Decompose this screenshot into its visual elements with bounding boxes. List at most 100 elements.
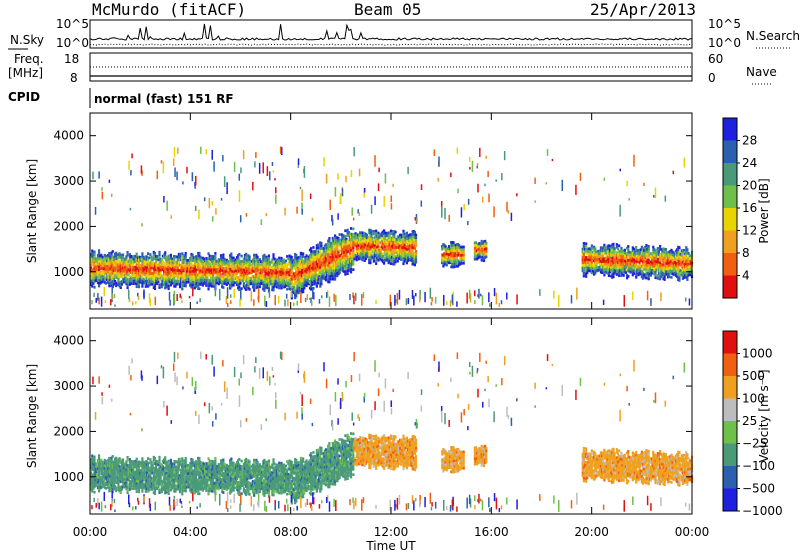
power-cell (324, 254, 328, 257)
power-cell (341, 269, 345, 273)
power-cell (660, 272, 663, 276)
power-cell (452, 249, 455, 253)
power-cell (664, 261, 667, 265)
power-cell (481, 295, 484, 306)
power-cell (661, 252, 664, 255)
power-cell (232, 262, 235, 265)
power-cell (649, 271, 653, 274)
power-cell (638, 269, 641, 272)
power-cell (375, 229, 378, 233)
power-cell (173, 295, 175, 303)
power-cell (410, 259, 413, 262)
velocity-cell (91, 468, 94, 471)
velocity-cell (125, 471, 128, 474)
power-cell (613, 263, 616, 267)
power-cell (340, 241, 344, 245)
power-cell (383, 237, 386, 241)
power-cell (621, 253, 624, 257)
power-cell (346, 258, 349, 262)
power-cell (115, 254, 118, 258)
power-cell (266, 264, 269, 268)
power-cell (409, 257, 412, 261)
power-cell (392, 246, 395, 250)
velocity-cell (128, 482, 131, 486)
power-cell (196, 273, 199, 277)
power-cell (328, 275, 331, 278)
velocity-cell (94, 481, 97, 485)
power-cell (333, 275, 337, 278)
power-cell (117, 264, 120, 267)
power-cell (213, 285, 216, 288)
power-cell (603, 270, 606, 274)
power-cell (305, 284, 308, 288)
power-cell (137, 255, 141, 259)
power-cell (401, 238, 404, 242)
power-cell (160, 277, 163, 281)
power-cell (641, 266, 645, 269)
power-cell (332, 269, 336, 273)
power-cell (300, 282, 304, 286)
power-cell (254, 274, 257, 277)
power-cell (105, 264, 109, 268)
power-cell (227, 276, 231, 280)
power-cell (632, 258, 636, 262)
power-cell (248, 282, 251, 286)
power-cell (215, 273, 218, 277)
power-cell (369, 245, 372, 248)
velocity-cell (150, 485, 153, 488)
power-cell (343, 259, 346, 262)
power-cell (158, 256, 161, 260)
power-cell (605, 265, 608, 269)
power-cell (271, 261, 274, 264)
power-cell (587, 261, 590, 264)
velocity-cell (123, 485, 126, 489)
power-cell (384, 250, 387, 254)
power-cell (118, 260, 121, 263)
power-cell (288, 254, 291, 258)
nsky-frame (89, 19, 693, 49)
power-cell (327, 274, 330, 278)
power-cell (289, 287, 292, 291)
power-cell (462, 261, 465, 265)
freq-label-line1: Freq. (14, 52, 44, 66)
velocity-cell (120, 477, 123, 480)
power-cell (185, 272, 188, 276)
power-cell (303, 278, 306, 282)
power-cell (196, 276, 199, 280)
power-cell (174, 279, 177, 283)
power-cell (595, 256, 598, 259)
velocity-cell (145, 463, 149, 466)
power-cell (113, 258, 117, 261)
velocity-cell (139, 463, 142, 467)
power-cell (372, 257, 375, 260)
power-cell (219, 262, 223, 266)
power-cell (681, 277, 684, 280)
power-cell (124, 263, 127, 266)
power-cell (329, 253, 332, 257)
power-cell (281, 270, 284, 274)
power-cell (291, 271, 295, 275)
power-cell (161, 263, 165, 266)
power-cell (135, 258, 138, 261)
power-cell (205, 259, 208, 263)
power-cell (287, 257, 290, 260)
velocity-cell (107, 467, 110, 470)
power-cell (357, 241, 361, 245)
power-cell (681, 252, 684, 256)
power-cell (206, 273, 209, 277)
power-cell (209, 274, 212, 278)
power-cell (335, 241, 338, 245)
velocity-cell (141, 476, 144, 480)
power-cell (294, 288, 297, 292)
power-cell (479, 293, 482, 297)
power-cell (101, 255, 104, 259)
power-cell (654, 270, 657, 274)
power-cell (265, 261, 268, 264)
power-cell (310, 277, 313, 280)
power-cell (190, 263, 193, 267)
power-cell (619, 204, 621, 217)
power-cell (588, 258, 591, 261)
power-cell (346, 242, 349, 246)
power-cell (312, 292, 315, 300)
power-cell (175, 269, 178, 272)
